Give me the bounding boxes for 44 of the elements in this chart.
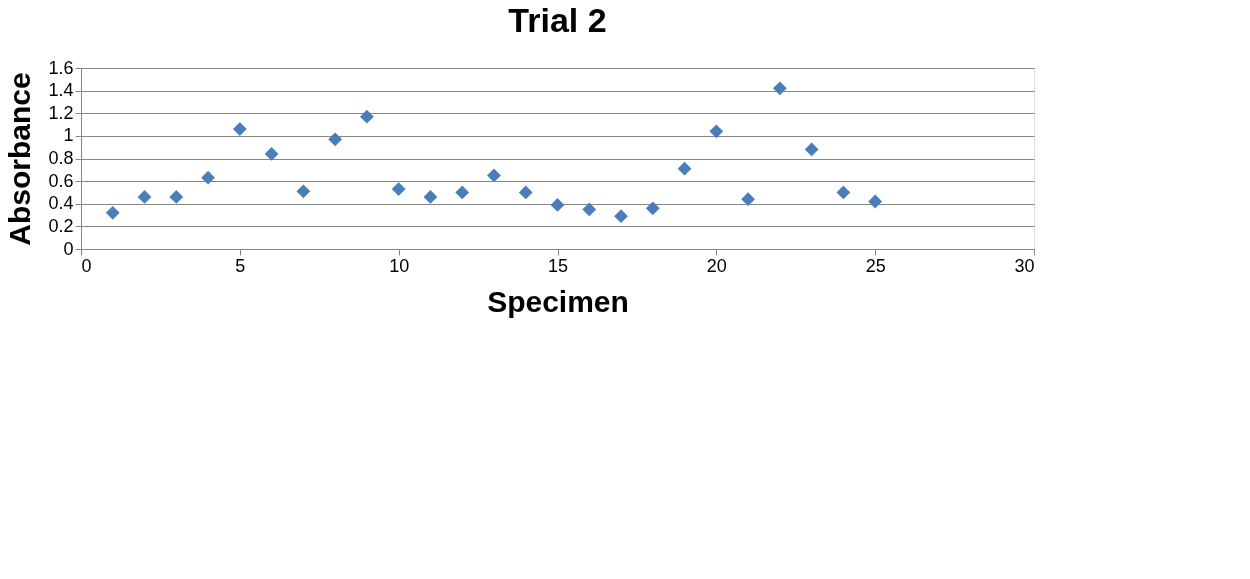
x-tick-label: 25 bbox=[865, 255, 886, 276]
point bbox=[137, 190, 152, 204]
point bbox=[709, 124, 724, 139]
point bbox=[391, 182, 406, 196]
point bbox=[614, 209, 628, 224]
x-tick-label: 15 bbox=[547, 255, 569, 276]
point bbox=[423, 190, 438, 204]
point bbox=[232, 122, 247, 136]
point bbox=[804, 142, 819, 157]
x-tick-label: 20 bbox=[706, 255, 727, 276]
point bbox=[487, 168, 501, 183]
point bbox=[360, 109, 374, 124]
point bbox=[836, 185, 851, 200]
point bbox=[296, 184, 311, 199]
x-tick-label: 0 bbox=[81, 255, 92, 276]
point bbox=[105, 205, 120, 220]
y-tick-label: 1.4 bbox=[48, 80, 74, 101]
point bbox=[518, 185, 533, 200]
point bbox=[677, 161, 692, 176]
point bbox=[169, 190, 184, 204]
x-axis-title: Specimen bbox=[487, 284, 629, 318]
point bbox=[550, 197, 565, 212]
chart-title: Trial 2 bbox=[508, 1, 607, 39]
x-tick-label: 10 bbox=[389, 255, 410, 276]
y-tick-label: 0 bbox=[63, 238, 74, 259]
point bbox=[455, 185, 470, 200]
point bbox=[328, 132, 343, 147]
y-tick-label: 0.8 bbox=[48, 148, 74, 168]
y-tick-label: 0.4 bbox=[48, 193, 74, 214]
y-axis-title: Absorbance bbox=[3, 72, 37, 246]
point bbox=[741, 192, 755, 207]
point bbox=[645, 201, 660, 216]
point bbox=[264, 147, 279, 161]
y-tick-label: 0.6 bbox=[48, 170, 74, 191]
y-tick-label: 0.2 bbox=[48, 215, 74, 236]
y-tick-label: 1.6 bbox=[48, 57, 74, 78]
point bbox=[772, 81, 787, 96]
point bbox=[868, 194, 883, 209]
x-tick-label: 30 bbox=[1014, 255, 1035, 276]
point bbox=[582, 202, 597, 217]
x-tick-label: 5 bbox=[235, 255, 246, 276]
point bbox=[201, 170, 215, 185]
y-tick-label: 1 bbox=[63, 125, 74, 146]
y-tick-label: 1.2 bbox=[48, 102, 74, 123]
